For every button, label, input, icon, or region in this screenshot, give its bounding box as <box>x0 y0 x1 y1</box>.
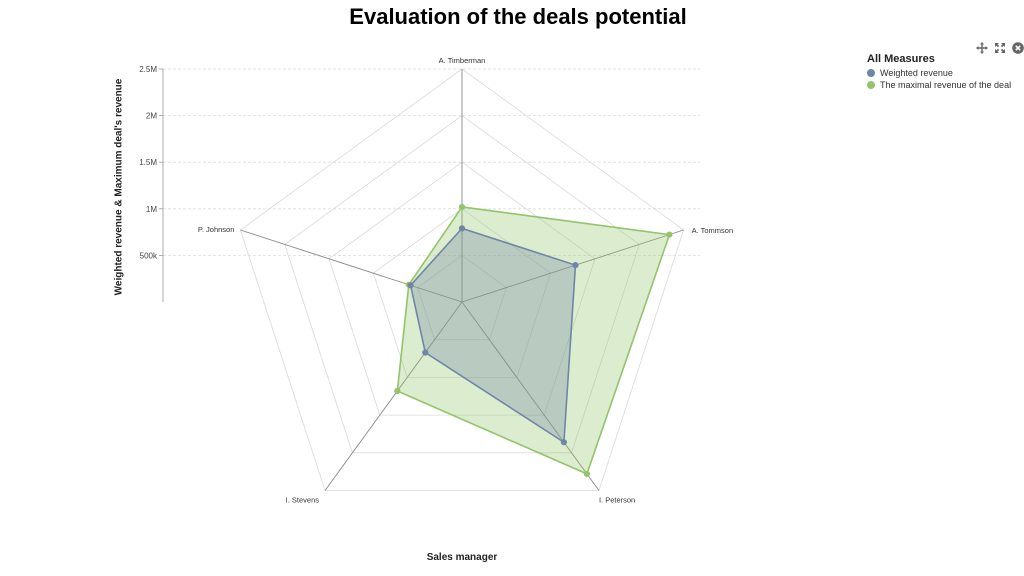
data-point-the-maximal-revenue-of-the-deal <box>458 203 466 211</box>
data-point-the-maximal-revenue-of-the-deal <box>666 231 673 238</box>
radar-grid-ring <box>372 208 552 378</box>
series-area-the-maximal-revenue-of-the-deal <box>396 206 671 475</box>
legend-swatch-maximal <box>867 81 875 89</box>
radar-spoke <box>461 301 600 491</box>
data-point-weighted-revenue <box>458 225 466 232</box>
data-point-weighted-revenue <box>572 262 579 269</box>
data-point-the-maximal-revenue-of-the-deal <box>394 387 401 395</box>
radar-grid-ring <box>284 115 640 454</box>
legend-title: All Measures <box>867 53 935 65</box>
category-label: A. Timberman <box>439 56 486 65</box>
x-axis-title: Sales manager <box>426 552 498 563</box>
series-area-weighted-revenue <box>409 227 577 444</box>
radar-spoke <box>324 301 463 491</box>
legend-swatch-weighted <box>867 69 875 77</box>
y-tick-label: 2.5M <box>139 65 157 74</box>
data-point-weighted-revenue <box>422 349 429 356</box>
radar-spoke <box>240 229 463 303</box>
legend: All Measures Weighted revenue The maxima… <box>867 53 1011 91</box>
legend-label-weighted: Weighted revenue <box>880 68 953 78</box>
legend-item-maximal-revenue[interactable]: The maximal revenue of the deal <box>867 79 1011 91</box>
category-label: I. Peterson <box>599 496 635 505</box>
data-point-the-maximal-revenue-of-the-deal <box>583 470 591 478</box>
chart-title: Evaluation of the deals potential <box>349 4 687 29</box>
data-point-weighted-revenue <box>407 282 414 289</box>
y-tick-label: 2M <box>146 112 157 121</box>
y-tick-label: 500k <box>140 251 158 260</box>
legend-label-maximal: The maximal revenue of the deal <box>880 80 1012 90</box>
legend-item-weighted-revenue[interactable]: Weighted revenue <box>867 67 1011 79</box>
fullscreen-icon[interactable] <box>994 42 1006 54</box>
radar-grid-ring <box>239 68 685 491</box>
radar-grid-ring <box>328 161 596 416</box>
category-label: P. Johnson <box>198 225 235 234</box>
y-tick-label: 1M <box>146 205 157 214</box>
y-tick-label: 1.5M <box>139 158 157 167</box>
close-icon[interactable] <box>1012 42 1024 54</box>
move-icon[interactable] <box>976 42 988 54</box>
category-label: I. Stevens <box>286 496 320 505</box>
radar-grid-ring <box>417 254 507 341</box>
category-label: A. Tommson <box>692 226 734 235</box>
chart-toolbar <box>976 42 1024 54</box>
data-point-weighted-revenue <box>560 439 567 446</box>
